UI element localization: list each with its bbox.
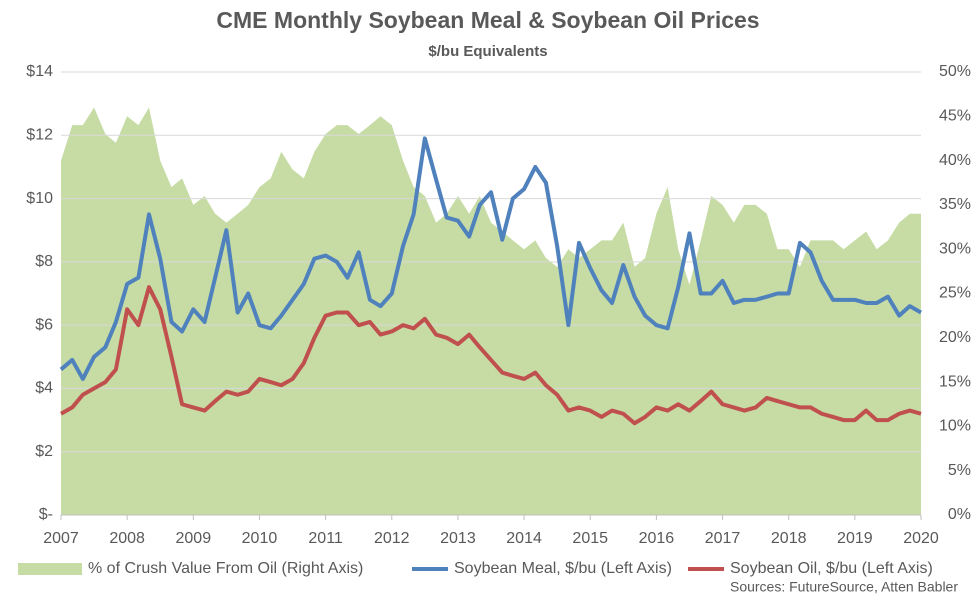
chart-subtitle: $/bu Equivalents [428,43,547,60]
x-tick-label: 2009 [176,530,212,547]
y2-tick-label: 5% [948,462,971,479]
y-tick-label: $- [39,506,53,523]
legend-label: % of Crush Value From Oil (Right Axis) [88,560,363,577]
chart-title: CME Monthly Soybean Meal & Soybean Oil P… [216,7,759,33]
x-tick-label: 2008 [109,530,145,547]
x-tick-label: 2010 [242,530,278,547]
legend-label: Soybean Oil, $/bu (Left Axis) [730,560,933,577]
y-tick-label: $12 [26,127,53,144]
x-tick-label: 2013 [440,530,476,547]
x-tick-label: 2015 [572,530,608,547]
y2-tick-label: 50% [939,63,971,80]
x-tick-label: 2007 [43,530,79,547]
line [60,285,922,426]
y-tick-label: $8 [35,253,53,270]
y-tick-label: $2 [35,443,53,460]
area [61,107,921,515]
x-tick-label: 2012 [374,530,410,547]
x-tick-label: 2019 [837,530,873,547]
y-tick-label: $10 [26,190,53,207]
y-tick-label: $14 [26,63,53,80]
y2-tick-label: 0% [948,506,971,523]
y2-tick-label: 25% [939,285,971,302]
y-tick-label: $4 [35,380,53,397]
x-tick-label: 2018 [771,530,807,547]
legend-label: Soybean Meal, $/bu (Left Axis) [454,560,672,577]
x-tick-label: 2017 [705,530,741,547]
source-note: Sources: FutureSource, Atten Babler [730,579,958,595]
legend-swatch [18,563,82,575]
y-tick-label: $6 [35,316,53,333]
line [59,136,922,381]
y2-tick-label: 35% [939,196,971,213]
x-tick-label: 2011 [308,530,343,547]
x-tick-label: 2014 [506,530,542,547]
y2-tick-label: 15% [939,373,971,390]
y2-tick-label: 30% [939,240,971,257]
y2-tick-label: 10% [939,418,971,435]
x-tick-label: 2020 [903,530,939,547]
x-tick-label: 2016 [639,530,675,547]
y2-tick-label: 20% [939,329,971,346]
y2-tick-label: 45% [939,108,971,125]
y2-tick-label: 40% [939,152,971,169]
